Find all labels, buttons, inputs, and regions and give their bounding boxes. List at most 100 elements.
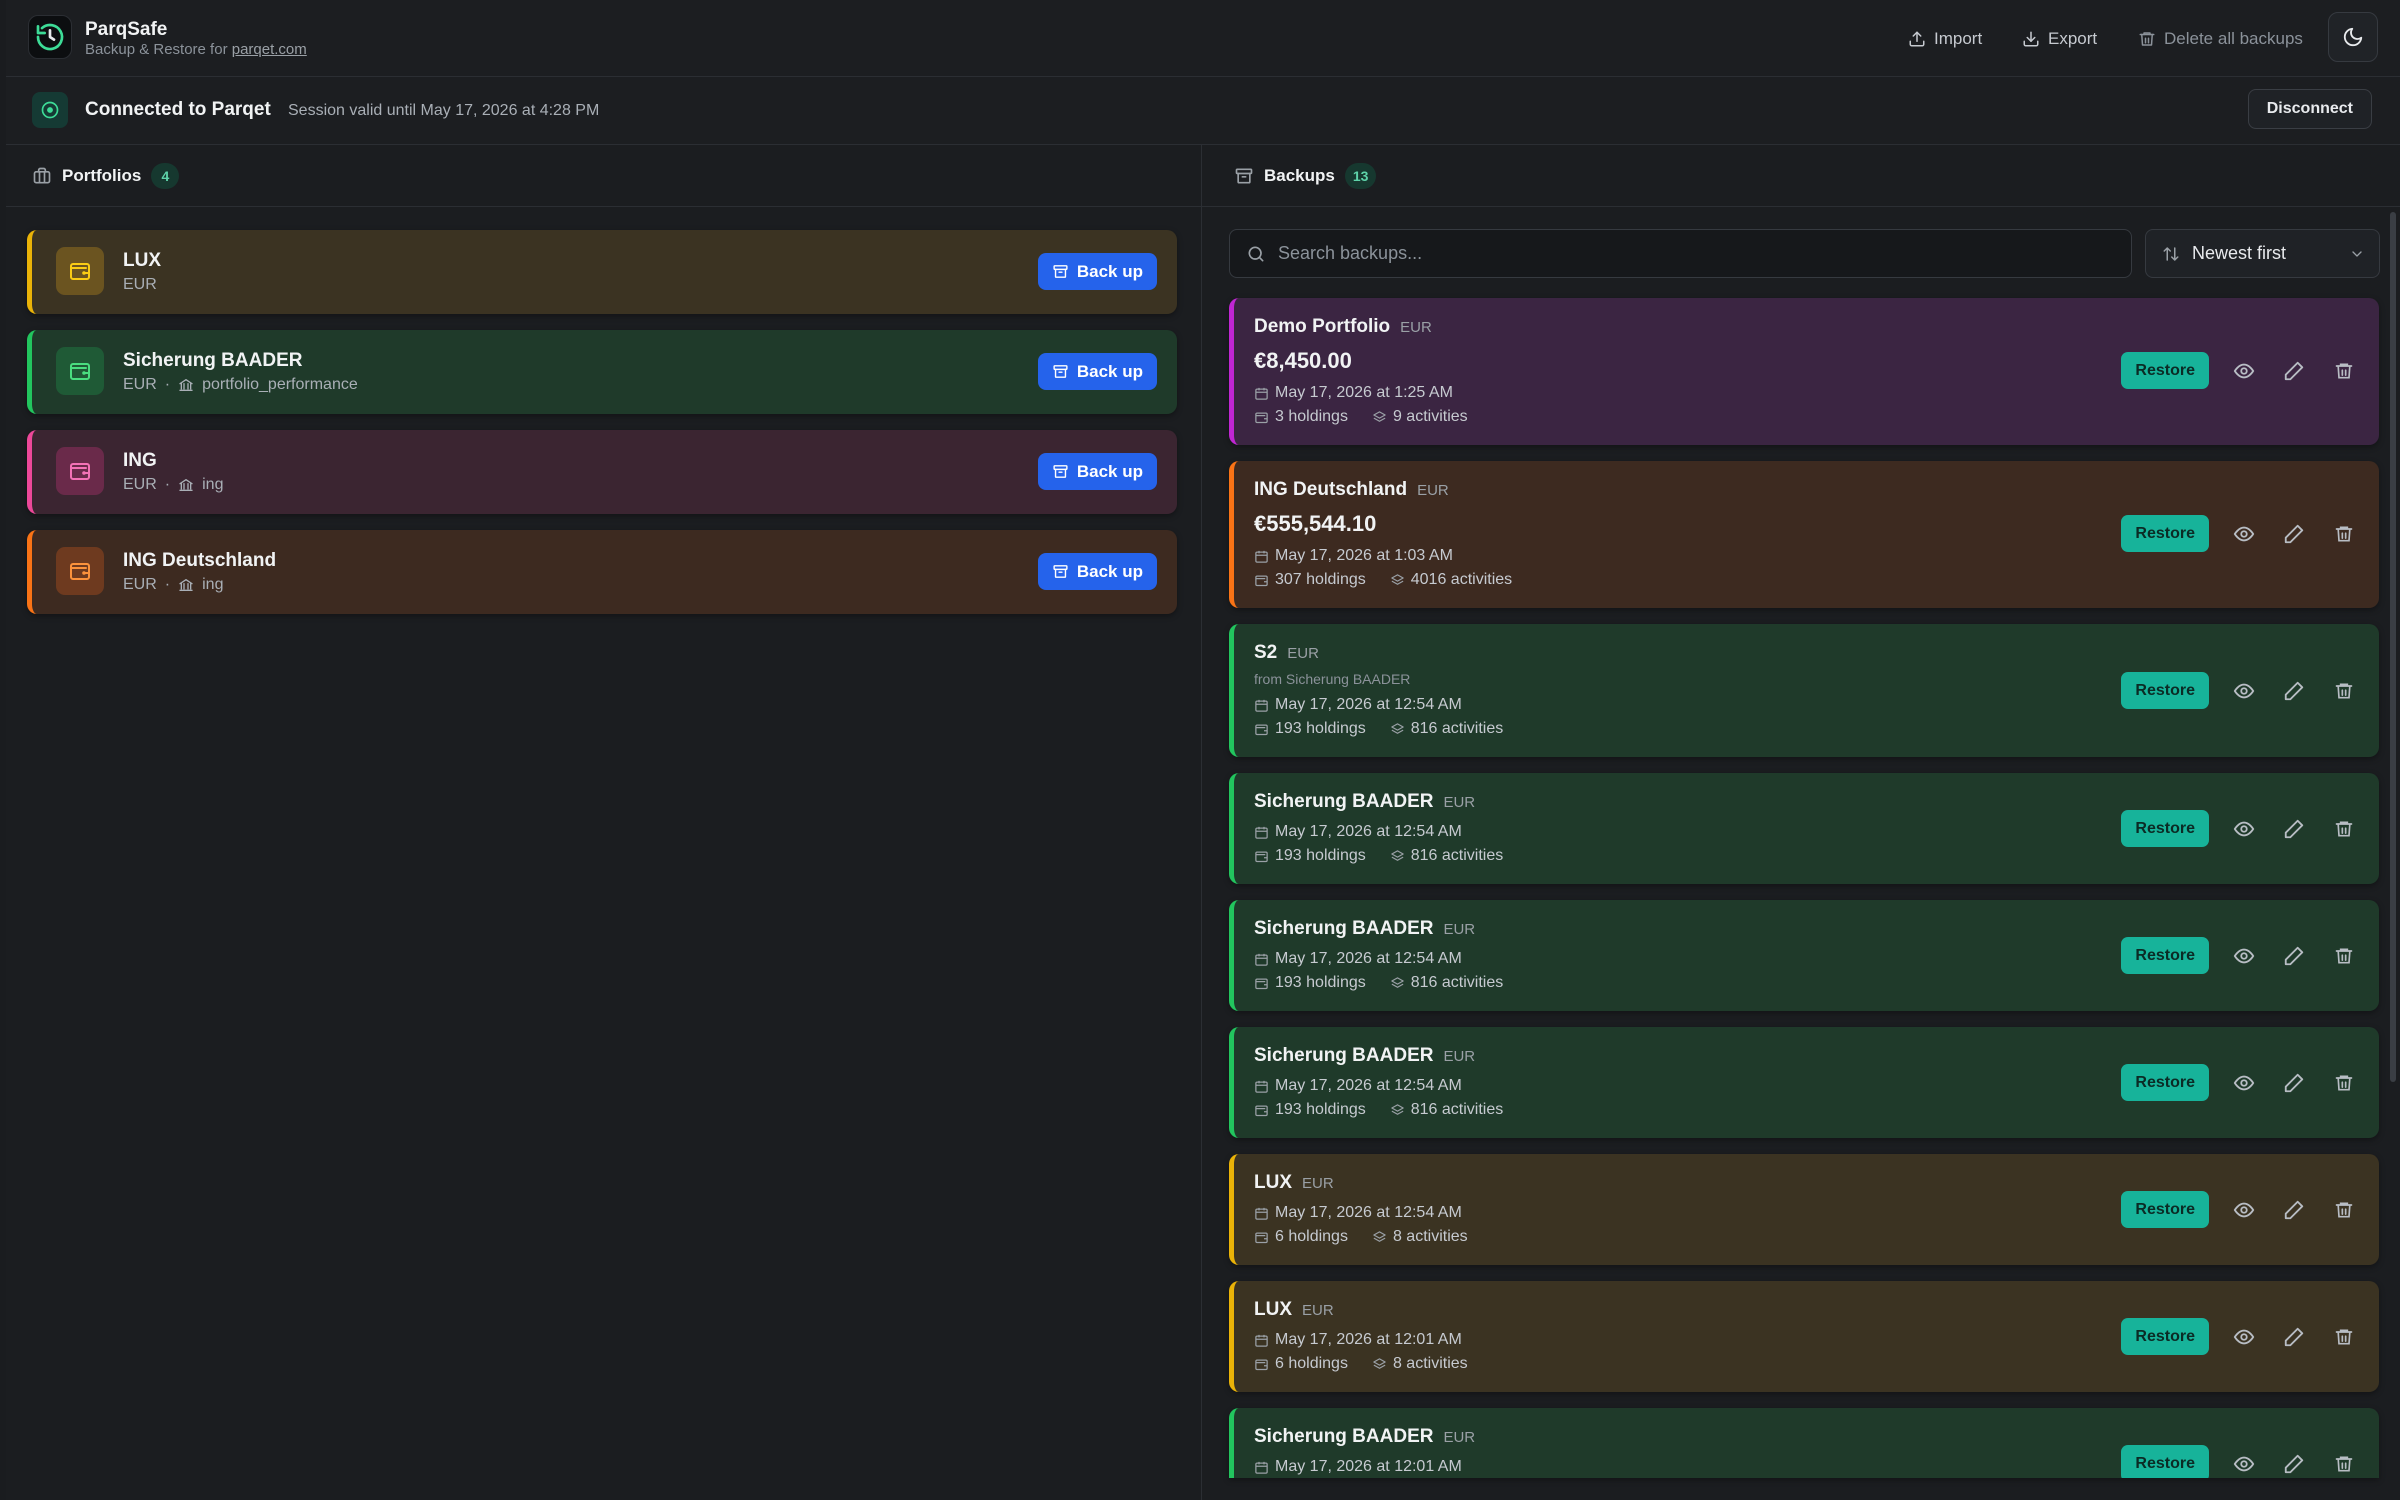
back-up-label: Back up <box>1076 361 1143 381</box>
trash-icon[interactable] <box>2329 1068 2359 1098</box>
back-up-button[interactable]: Back up <box>1037 253 1157 290</box>
restore-button[interactable]: Restore <box>2121 1445 2209 1478</box>
back-up-button[interactable]: Back up <box>1037 553 1157 590</box>
backup-holdings: 193 holdings <box>1275 1101 1366 1118</box>
layers-icon <box>1372 1230 1387 1245</box>
backup-currency: EUR <box>1302 1175 1334 1192</box>
eye-icon[interactable] <box>2229 356 2259 386</box>
wallet-icon <box>1254 1357 1269 1372</box>
backup-name: S2 <box>1254 642 1278 663</box>
restore-button[interactable]: Restore <box>2121 937 2209 974</box>
trash-icon[interactable] <box>2329 519 2359 549</box>
back-up-button[interactable]: Back up <box>1037 353 1157 390</box>
parqet-link[interactable]: parqet.com <box>231 41 307 58</box>
eye-icon[interactable] <box>2229 1449 2259 1479</box>
restore-button[interactable]: Restore <box>2121 352 2209 389</box>
backup-stats-row: 3 holdings 9 activities <box>1254 408 1468 426</box>
backup-stats-row: 193 holdings 816 activities <box>1254 847 1503 865</box>
trash-icon[interactable] <box>2329 941 2359 971</box>
backups-count-badge: 13 <box>1344 162 1377 189</box>
disconnect-button[interactable]: Disconnect <box>2247 89 2372 129</box>
meta-separator: · <box>164 376 171 393</box>
wallet-icon <box>56 247 104 295</box>
pencil-icon[interactable] <box>2279 1068 2309 1098</box>
portfolio-meta: EUR · ing <box>123 476 223 494</box>
eye-icon[interactable] <box>2229 676 2259 706</box>
pencil-icon[interactable] <box>2279 1322 2309 1352</box>
trash-icon[interactable] <box>2329 814 2359 844</box>
import-button[interactable]: Import <box>1908 26 1982 52</box>
back-up-button[interactable]: Back up <box>1037 453 1157 490</box>
eye-icon[interactable] <box>2229 941 2259 971</box>
pencil-icon[interactable] <box>2279 1449 2309 1479</box>
backups-scrollbar[interactable] <box>2390 212 2396 1082</box>
backup-date-row: May 17, 2026 at 12:01 AM <box>1254 1458 1462 1476</box>
eye-icon[interactable] <box>2229 814 2259 844</box>
wallet-icon <box>1254 410 1269 425</box>
pencil-icon[interactable] <box>2279 814 2309 844</box>
pencil-icon[interactable] <box>2279 356 2309 386</box>
eye-icon[interactable] <box>2229 1068 2259 1098</box>
connection-status-icon <box>32 92 68 128</box>
trash-icon <box>2138 30 2156 48</box>
eye-icon[interactable] <box>2229 1195 2259 1225</box>
wallet-icon <box>56 347 104 395</box>
backup-card: S2 EUR from Sicherung BAADER May 17, 202… <box>1229 624 2379 757</box>
pencil-icon[interactable] <box>2279 519 2309 549</box>
backup-title: Sicherung BAADER EUR <box>1254 1426 1475 1448</box>
trash-icon[interactable] <box>2329 676 2359 706</box>
back-up-label: Back up <box>1076 561 1143 581</box>
portfolio-name: ING <box>123 450 157 471</box>
delete-all-backups-button[interactable]: Delete all backups <box>2138 26 2303 52</box>
eye-icon[interactable] <box>2229 519 2259 549</box>
layers-icon <box>1390 722 1405 737</box>
wallet-icon <box>56 447 104 495</box>
backup-stats-row: 307 holdings 4016 activities <box>1254 571 1512 589</box>
restore-button[interactable]: Restore <box>2121 1318 2209 1355</box>
restore-button[interactable]: Restore <box>2121 810 2209 847</box>
trash-icon[interactable] <box>2329 1322 2359 1352</box>
sort-select[interactable]: Newest first <box>2145 229 2380 278</box>
backup-date-row: May 17, 2026 at 12:01 AM <box>1254 1331 1462 1349</box>
trash-icon[interactable] <box>2329 1449 2359 1479</box>
wallet-icon <box>1254 722 1269 737</box>
restore-button[interactable]: Restore <box>2121 1191 2209 1228</box>
archive-icon <box>1052 363 1069 380</box>
app-subtitle: Backup & Restore for parqet.com <box>85 41 307 58</box>
backup-currency: EUR <box>1443 794 1476 811</box>
calendar-icon <box>1254 1333 1269 1348</box>
restore-button[interactable]: Restore <box>2121 672 2209 709</box>
backup-currency: EUR <box>1443 1429 1476 1446</box>
app-header: ParqSafe Backup & Restore for parqet.com… <box>6 0 2400 77</box>
trash-icon[interactable] <box>2329 1195 2359 1225</box>
export-button[interactable]: Export <box>2022 26 2097 52</box>
backup-name: ING Deutschland <box>1254 479 1408 500</box>
portfolio-currency: EUR <box>123 276 157 293</box>
backup-holdings: 193 holdings <box>1275 847 1366 864</box>
pencil-icon[interactable] <box>2279 941 2309 971</box>
pencil-icon[interactable] <box>2279 1195 2309 1225</box>
calendar-icon <box>1254 549 1269 564</box>
export-label: Export <box>2048 29 2098 48</box>
backup-date-row: May 17, 2026 at 1:03 AM <box>1254 547 1453 565</box>
backup-stats-row: 193 holdings 816 activities <box>1254 720 1503 738</box>
backup-holdings: 193 holdings <box>1275 974 1366 991</box>
backup-title: LUX EUR <box>1254 1172 1334 1194</box>
pencil-icon[interactable] <box>2279 676 2309 706</box>
restore-button[interactable]: Restore <box>2121 515 2209 552</box>
backup-actions: Restore <box>2121 672 2359 709</box>
meta-separator: · <box>164 576 171 593</box>
archive-icon <box>1052 563 1069 580</box>
layers-icon <box>1390 1103 1405 1118</box>
eye-icon[interactable] <box>2229 1322 2259 1352</box>
search-input[interactable] <box>1278 243 2078 264</box>
portfolio-meta: EUR · portfolio_performance <box>123 376 358 394</box>
wallet-icon <box>1254 1103 1269 1118</box>
trash-icon[interactable] <box>2329 356 2359 386</box>
backup-value: €8,450.00 <box>1254 348 1352 373</box>
backup-date: May 17, 2026 at 1:03 AM <box>1275 547 1453 564</box>
backup-date-row: May 17, 2026 at 1:25 AM <box>1254 384 1453 402</box>
backup-date: May 17, 2026 at 12:54 AM <box>1275 1077 1462 1094</box>
restore-button[interactable]: Restore <box>2121 1064 2209 1101</box>
theme-toggle-button[interactable] <box>2328 12 2378 62</box>
